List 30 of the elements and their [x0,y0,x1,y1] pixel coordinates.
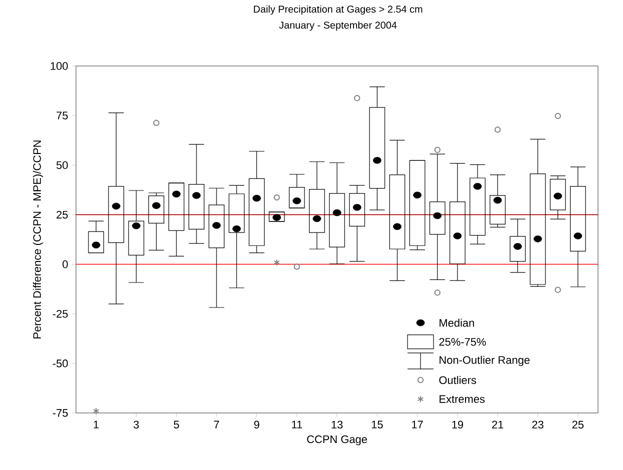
y-tick-label: 100 [50,62,68,70]
legend-label: Median [440,318,474,327]
x-tick-label: 17 [412,420,423,428]
y-tick-label: 25 [56,210,68,219]
x-tick-label: 5 [174,420,179,428]
y-tick-label: 75 [56,112,68,120]
y-tick-label: 50 [56,161,68,170]
y-tick-label: 0 [62,260,68,268]
x-tick-label: 11 [292,420,302,428]
annotation: Non-Outlier Range [440,356,530,366]
chart-title: Daily Precipitation at Gages > 2.54 cm [254,5,422,15]
annotation: Outliers [439,376,476,384]
y-axis-title: Percent Difference (CCPN - MPE)/CCPN [32,140,44,338]
x-tick-label: 13 [332,420,343,429]
x-tick-label: 19 [452,420,464,429]
x-tick-label: 15 [372,420,383,428]
chart-subtitle: January - September 2004 [279,21,397,31]
x-tick-label: 9 [254,420,260,429]
x-axis-title: CCPN Gage [307,435,367,446]
legend-label: Extremes [440,395,485,403]
y-tick-label: -75 [52,409,68,417]
x-tick-label: 3 [134,420,139,429]
annotation: 25%-75% [439,338,486,346]
y-tick-label: -50 [52,360,68,368]
x-tick-label: 23 [532,420,544,429]
x-tick-label: 21 [492,420,504,428]
y-tick-label: -25 [52,310,68,318]
x-tick-label: 7 [214,420,220,428]
x-tick-label: 25 [572,420,584,429]
x-tick-label: 1 [94,420,99,428]
